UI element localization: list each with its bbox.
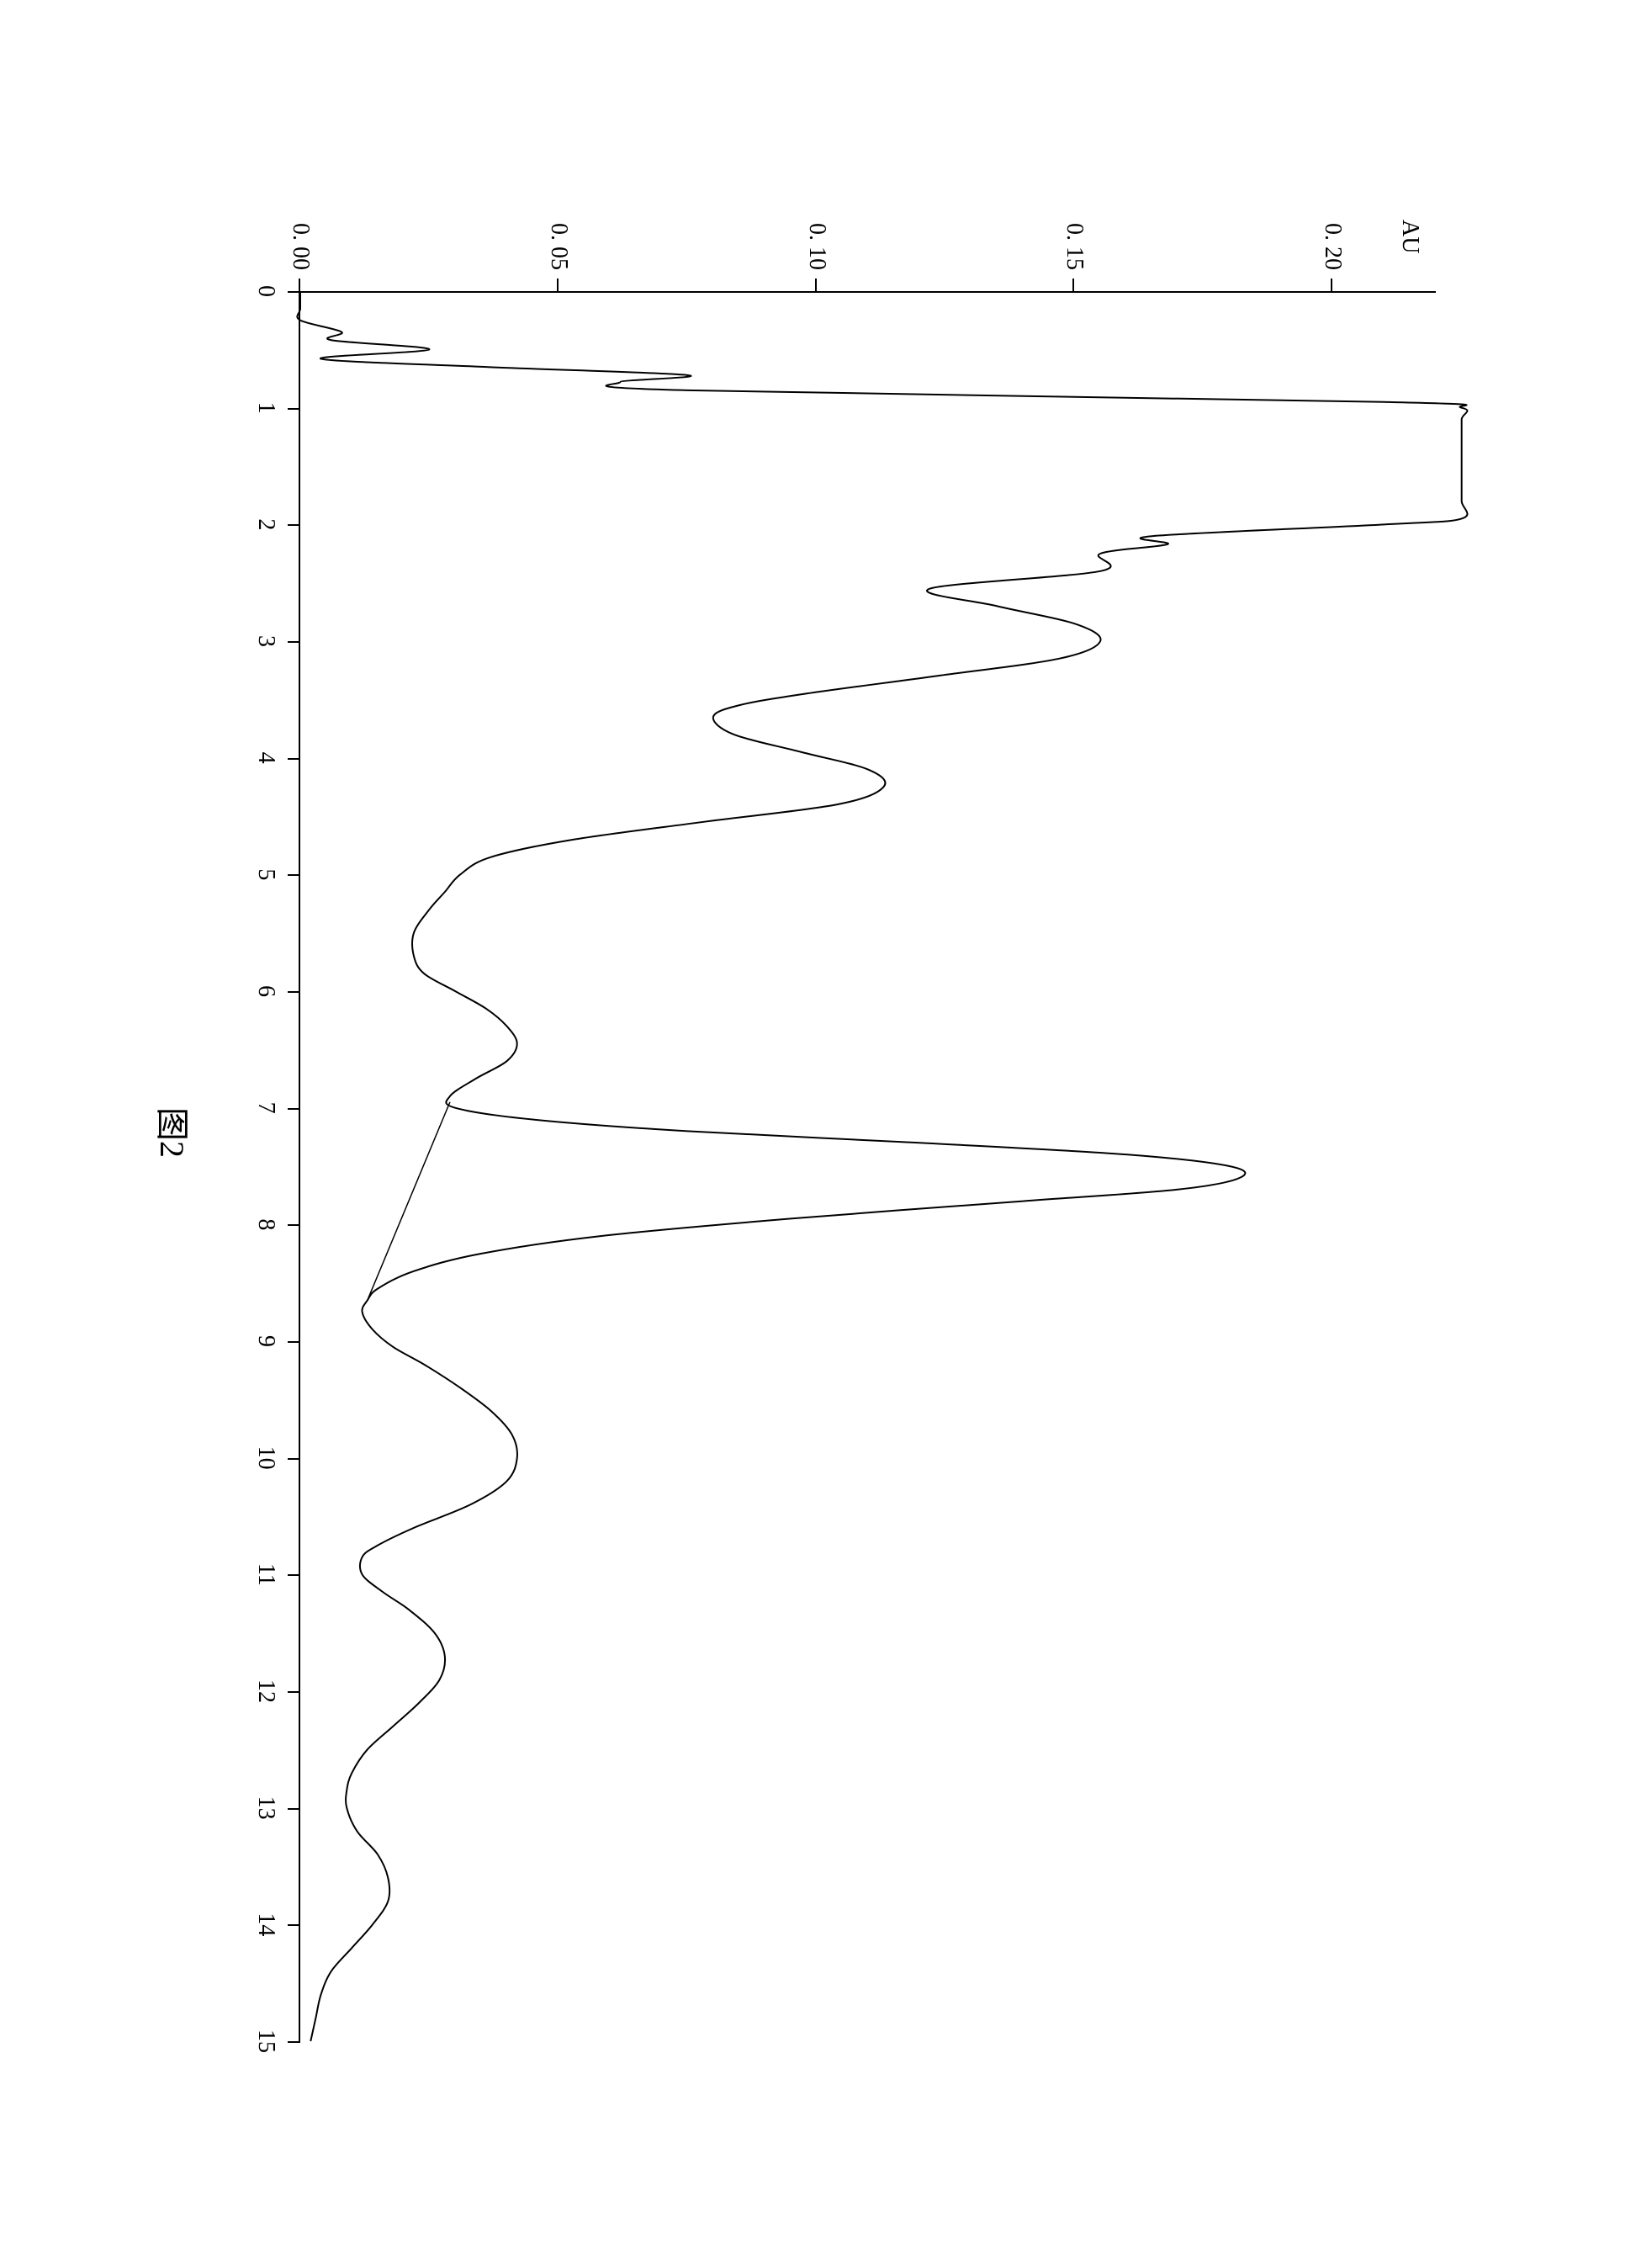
x-tick <box>288 1691 300 1693</box>
x-tick-label: 12 <box>252 1666 279 1716</box>
x-tick-label: 13 <box>252 1783 279 1833</box>
x-tick-label: 7 <box>252 1083 279 1133</box>
x-tick <box>288 641 300 643</box>
x-tick <box>288 1341 300 1343</box>
x-tick-label: 10 <box>252 1433 279 1483</box>
x-tick <box>288 1808 300 1810</box>
x-tick-label: 5 <box>252 849 279 899</box>
x-tick <box>288 1458 300 1460</box>
x-tick-label: 1 <box>252 383 279 433</box>
x-tick-label: 0 <box>252 266 279 316</box>
y-tick-label: 0. 15 <box>1061 186 1088 270</box>
y-tick-label: 0. 00 <box>287 186 314 270</box>
x-tick <box>288 991 300 993</box>
chromatogram-chart: 0. 000. 050. 100. 150. 20012345678910111… <box>90 123 1562 2142</box>
y-tick <box>1072 278 1074 291</box>
x-tick <box>288 524 300 526</box>
y-tick-label: 0. 10 <box>803 186 830 270</box>
x-tick <box>288 1574 300 1576</box>
y-tick <box>299 278 300 291</box>
chromatogram-trace <box>297 291 1467 2041</box>
x-tick-label: 8 <box>252 1199 279 1249</box>
y-axis-unit-label: AU <box>1396 220 1423 253</box>
x-tick <box>288 874 300 876</box>
x-tick-label: 2 <box>252 499 279 549</box>
y-tick-label: 0. 20 <box>1319 186 1346 270</box>
x-tick-label: 3 <box>252 616 279 666</box>
x-tick <box>288 1224 300 1226</box>
x-tick-label: 14 <box>252 1899 279 1949</box>
peak-baseline <box>368 1102 450 1301</box>
x-tick-label: 4 <box>252 733 279 783</box>
x-tick <box>288 291 300 293</box>
y-tick-label: 0. 05 <box>545 186 572 270</box>
x-tick-label: 11 <box>252 1549 279 1599</box>
x-tick <box>288 1108 300 1110</box>
x-tick <box>288 408 300 410</box>
chromatogram-line <box>300 291 1436 2041</box>
x-tick-label: 6 <box>252 966 279 1016</box>
figure-caption: 图2 <box>151 1107 199 1158</box>
x-tick <box>288 758 300 760</box>
x-tick <box>288 2041 300 2043</box>
y-tick <box>815 278 817 291</box>
x-tick-label: 9 <box>252 1316 279 1366</box>
x-tick-label: 15 <box>252 2016 279 2066</box>
x-tick <box>288 1924 300 1926</box>
y-tick <box>1331 278 1332 291</box>
y-tick <box>557 278 559 291</box>
